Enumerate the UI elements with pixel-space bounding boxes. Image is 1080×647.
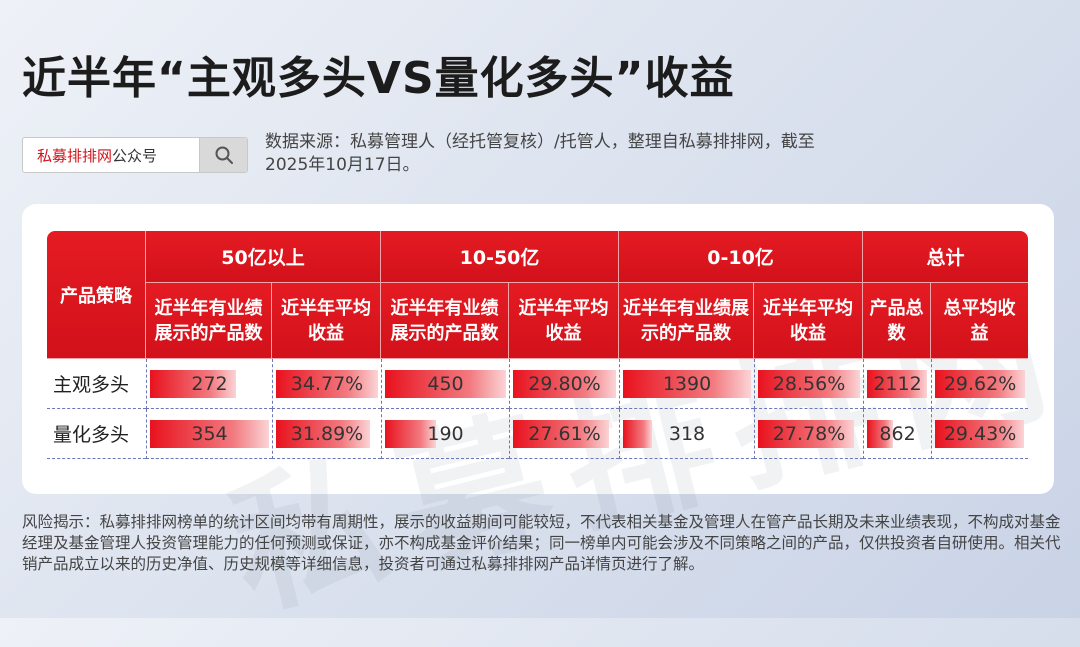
table-row: 量化多头 354 31.89% 190 27.61% 318 27.78% 862 29.43% xyxy=(47,409,1029,459)
cell-value: 27.78% xyxy=(772,422,846,445)
value-bar xyxy=(623,420,653,448)
group-header: 0-10亿 xyxy=(619,231,864,283)
value-bar xyxy=(150,420,269,448)
value-bar xyxy=(513,420,610,448)
subheader: 近半年平均收益 xyxy=(754,283,864,359)
table-cell: 27.78% xyxy=(754,409,864,459)
value-bar xyxy=(276,370,378,398)
subheader: 近半年有业绩展示的产品数 xyxy=(146,283,272,359)
cell-value: 272 xyxy=(191,372,228,395)
cell-value: 1390 xyxy=(662,372,712,395)
search-icon xyxy=(215,146,233,164)
value-bar xyxy=(385,370,507,398)
subheader: 产品总数 xyxy=(863,283,932,359)
value-bar xyxy=(276,420,370,448)
group-header: 50亿以上 xyxy=(146,231,382,283)
group-header: 10-50亿 xyxy=(381,231,620,283)
table-row: 主观多头 272 34.77% 450 29.80% 1390 28.56% 2112 29.6… xyxy=(47,359,1029,409)
subheader: 近半年有业绩展示的产品数 xyxy=(619,283,755,359)
value-bar xyxy=(867,370,928,398)
subheader: 总平均收益 xyxy=(931,283,1029,359)
cell-value: 318 xyxy=(668,422,706,445)
cell-value: 27.61% xyxy=(528,422,601,445)
search-input[interactable]: 私募排排网 公众号 xyxy=(23,138,199,172)
value-bar xyxy=(513,370,617,398)
performance-table: 产品策略 50亿以上 10-50亿 0-10亿 总计 近半年有业绩展示的产品数 … xyxy=(47,231,1029,459)
table-cell: 190 xyxy=(381,409,510,459)
table-cell: 318 xyxy=(619,409,755,459)
table-cell: 29.80% xyxy=(509,359,620,409)
row-label: 主观多头 xyxy=(47,359,146,409)
value-bar xyxy=(935,370,1026,398)
cell-value: 862 xyxy=(879,422,916,445)
subheader: 近半年平均收益 xyxy=(509,283,620,359)
table-cell: 1390 xyxy=(619,359,755,409)
subheader: 近半年有业绩展示的产品数 xyxy=(381,283,510,359)
cell-value: 34.77% xyxy=(290,372,364,395)
cell-value: 2112 xyxy=(873,372,922,395)
value-bar xyxy=(935,420,1025,448)
cell-value: 28.56% xyxy=(772,372,846,395)
table-cell: 862 xyxy=(863,409,932,459)
search-brand: 私募排排网 xyxy=(37,146,113,165)
row-label: 量化多头 xyxy=(47,409,146,459)
cell-value: 29.80% xyxy=(528,372,601,395)
search-suffix: 公众号 xyxy=(112,146,158,165)
page-title: 近半年“主观多头VS量化多头”收益 xyxy=(22,53,735,104)
cell-value: 354 xyxy=(191,422,228,445)
risk-disclosure: 风险揭示：私募排排网榜单的统计区间均带有周期性，展示的收益期间可能较短，不代表相… xyxy=(22,513,1061,573)
table-cell: 272 xyxy=(146,359,272,409)
table-cell: 29.62% xyxy=(931,359,1029,409)
value-bar xyxy=(385,420,437,448)
group-header: 总计 xyxy=(863,231,1029,283)
table-cell: 27.61% xyxy=(509,409,620,459)
cell-value: 450 xyxy=(427,372,464,395)
table-cell: 354 xyxy=(146,409,272,459)
cell-value: 31.89% xyxy=(290,422,364,445)
header-strategy: 产品策略 xyxy=(47,231,146,359)
table-cell: 31.89% xyxy=(272,409,382,459)
table-cell: 2112 xyxy=(863,359,932,409)
cell-value: 190 xyxy=(427,422,464,445)
table-cell: 34.77% xyxy=(272,359,382,409)
table-cell: 29.43% xyxy=(931,409,1029,459)
table-cell: 28.56% xyxy=(754,359,864,409)
data-source-note: 数据来源：私募管理人（经托管复核）/托管人，整理自私募排排网，截至2025年10… xyxy=(265,132,815,175)
table-cell: 450 xyxy=(381,359,510,409)
search-button[interactable] xyxy=(199,138,247,172)
value-bar xyxy=(867,420,894,448)
cell-value: 29.43% xyxy=(943,422,1017,445)
subheader: 近半年平均收益 xyxy=(272,283,382,359)
value-bar xyxy=(623,370,752,398)
value-bar xyxy=(758,420,855,448)
value-bar xyxy=(150,370,236,398)
value-bar xyxy=(758,370,861,398)
cell-value: 29.62% xyxy=(943,372,1017,395)
search-box[interactable]: 私募排排网 公众号 xyxy=(22,137,248,173)
